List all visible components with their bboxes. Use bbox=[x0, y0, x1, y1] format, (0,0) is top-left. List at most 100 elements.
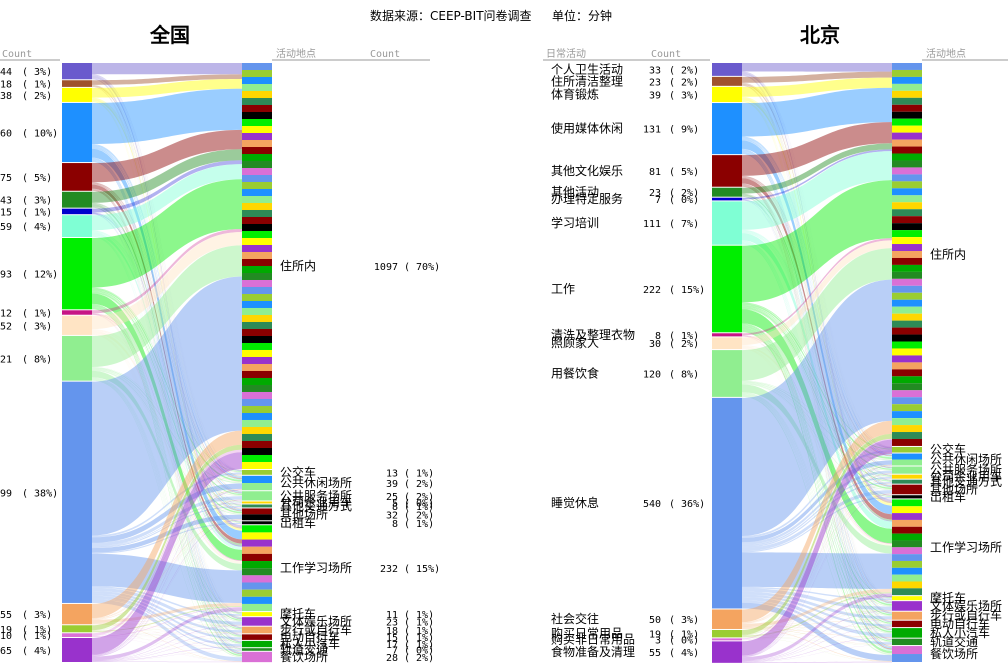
flow-band bbox=[92, 231, 242, 506]
right-node-count: 25 bbox=[386, 492, 398, 503]
right-node-segment bbox=[242, 440, 272, 448]
right-node-segment bbox=[892, 327, 922, 335]
left-node-percent: ( 0%) bbox=[669, 195, 699, 206]
right-node-segment bbox=[242, 419, 272, 427]
flow-band bbox=[742, 140, 892, 515]
flow-band bbox=[742, 588, 892, 611]
flow-band bbox=[742, 138, 892, 476]
right-node-segment bbox=[892, 181, 922, 189]
left-node-label: 照顾家人 bbox=[551, 335, 599, 350]
flow-band bbox=[742, 178, 892, 496]
left-node-label: 社会交往 bbox=[551, 611, 599, 626]
right-node-segment bbox=[242, 293, 272, 301]
left-node-percent: ( 2%) bbox=[22, 91, 52, 102]
flow-band bbox=[742, 348, 892, 624]
flow-band bbox=[742, 345, 892, 450]
flow-band bbox=[742, 143, 892, 194]
flow-band bbox=[92, 206, 242, 620]
flow-band bbox=[92, 86, 242, 613]
flow-band bbox=[742, 194, 892, 481]
flow-band bbox=[92, 377, 242, 615]
flow-band bbox=[92, 207, 242, 655]
flow-band bbox=[92, 330, 242, 564]
flow-band bbox=[742, 96, 892, 448]
flow-band bbox=[92, 85, 242, 522]
flow-band bbox=[742, 497, 892, 553]
left-node-bar bbox=[712, 245, 742, 333]
right-node-segment bbox=[242, 521, 272, 525]
flow-band bbox=[92, 212, 242, 502]
flow-band bbox=[742, 381, 892, 461]
flow-band bbox=[742, 200, 892, 650]
flow-band bbox=[742, 74, 892, 597]
flow-band bbox=[92, 98, 242, 502]
left-node-bar bbox=[712, 629, 742, 638]
flow-band bbox=[742, 394, 892, 634]
flow-band bbox=[92, 98, 242, 505]
flow-band bbox=[742, 137, 892, 456]
flow-band bbox=[92, 188, 242, 613]
flow-band bbox=[92, 623, 242, 633]
flow-band bbox=[742, 494, 892, 657]
flow-band bbox=[742, 138, 892, 468]
flow-band bbox=[742, 348, 892, 642]
right-node-segment bbox=[892, 362, 922, 370]
flow-band bbox=[742, 626, 892, 640]
left-node-label: 睡觉休息 bbox=[551, 495, 599, 510]
right-node-segment bbox=[892, 390, 922, 398]
left-node-percent: ( 2%) bbox=[669, 188, 699, 199]
flow-band bbox=[92, 379, 242, 645]
right-node-segment bbox=[242, 640, 272, 648]
flow-band bbox=[92, 212, 242, 547]
left-node-label: 个人卫生活动 bbox=[551, 62, 623, 76]
flow-band bbox=[742, 101, 892, 622]
flow-band bbox=[742, 242, 892, 632]
flow-band bbox=[742, 483, 892, 636]
right-node-count: 1097 bbox=[374, 262, 398, 273]
right-node-segment bbox=[892, 438, 922, 446]
right-node-segment bbox=[892, 250, 922, 258]
left-node-percent: ( 8%) bbox=[669, 369, 699, 380]
flow-band bbox=[742, 323, 892, 606]
flow-band bbox=[742, 345, 892, 470]
right-node-segment bbox=[242, 391, 272, 399]
flow-band bbox=[742, 450, 892, 538]
flow-band bbox=[92, 507, 242, 620]
flow-band bbox=[92, 78, 242, 635]
right-node-percent: ( 2%) bbox=[404, 653, 434, 664]
right-node-segment bbox=[242, 181, 272, 189]
flow-band bbox=[742, 83, 892, 475]
flow-band bbox=[92, 330, 242, 503]
flow-band bbox=[742, 240, 892, 346]
flow-band bbox=[742, 327, 892, 633]
right-node-label: 公交车 bbox=[280, 464, 316, 479]
flow-band bbox=[742, 199, 892, 449]
flow-band bbox=[92, 203, 242, 506]
right-node-segment bbox=[242, 356, 272, 364]
flow-band bbox=[742, 150, 892, 622]
right-node-segment bbox=[892, 320, 922, 328]
flow-band bbox=[92, 214, 242, 649]
flow-band bbox=[92, 329, 242, 496]
right-node-count: 8 bbox=[392, 519, 398, 530]
flow-band bbox=[742, 325, 892, 616]
flow-band bbox=[742, 200, 892, 598]
right-node-segment bbox=[242, 461, 272, 469]
right-node-segment bbox=[892, 601, 922, 611]
left-node-bar bbox=[62, 191, 92, 208]
flow-band bbox=[92, 97, 242, 471]
flow-band bbox=[742, 336, 892, 654]
right-node-segment bbox=[892, 292, 922, 300]
left-node-percent: ( 1%) bbox=[22, 625, 52, 636]
right-node-segment bbox=[242, 447, 272, 455]
right-node-segment bbox=[892, 202, 922, 210]
flow-band bbox=[742, 122, 892, 176]
left-node-count: 60 bbox=[0, 129, 12, 140]
flow-band bbox=[742, 139, 892, 487]
flow-band bbox=[742, 329, 892, 654]
flow-band bbox=[92, 75, 242, 522]
flow-band bbox=[92, 101, 242, 653]
flow-band bbox=[92, 213, 242, 614]
flow-band bbox=[92, 157, 242, 613]
right-node-segment bbox=[242, 504, 272, 508]
